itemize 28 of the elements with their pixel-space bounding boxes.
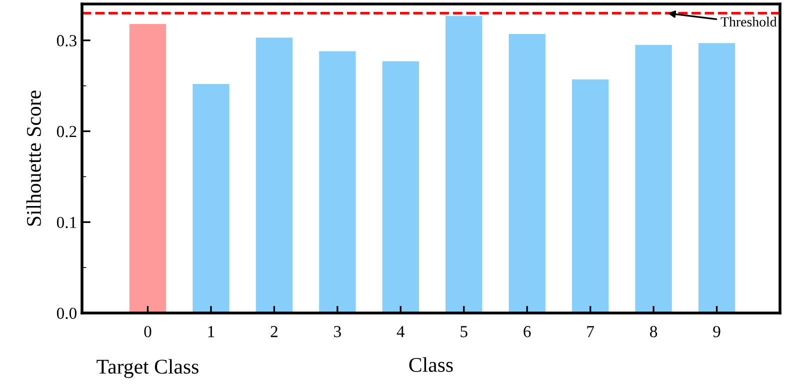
- y-tick-label: 0.3: [56, 35, 76, 46]
- text: Target Class: [96, 359, 198, 378]
- bar: [698, 43, 736, 313]
- x-tick-label: 2: [270, 326, 278, 338]
- bar: [192, 84, 230, 313]
- x-tick-label: 3: [334, 326, 341, 338]
- bar: [256, 38, 293, 313]
- y-tick-label: 0.0: [56, 308, 77, 320]
- y-tick-label: 0.1: [56, 216, 76, 228]
- x-tick-label: 9: [713, 326, 720, 338]
- bar: [635, 44, 672, 313]
- x-tick-label: 5: [460, 326, 468, 338]
- x-tick-label: 4: [396, 326, 405, 338]
- bar: [508, 34, 546, 313]
- x-tick-label: 1: [208, 326, 214, 338]
- ref-line-label: Threshold: [720, 16, 777, 27]
- bar: [572, 79, 609, 313]
- x-tick-label: 6: [524, 326, 531, 338]
- x-tick-label: 7: [587, 326, 594, 338]
- bar: [382, 61, 419, 313]
- x-axis-title: Class: [409, 357, 453, 372]
- y-axis-title: Silhouette Score: [26, 90, 41, 226]
- bar: [129, 24, 166, 313]
- x-tick-label: 0: [144, 326, 152, 338]
- y-tick-label: 0.2: [56, 126, 76, 138]
- x-tick-label: 8: [650, 326, 658, 338]
- bar: [446, 16, 482, 313]
- bar: [319, 51, 356, 313]
